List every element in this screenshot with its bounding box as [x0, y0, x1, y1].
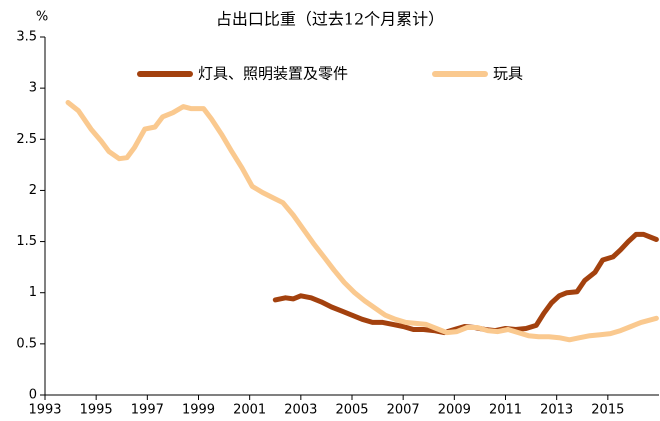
x-tick-label: 1997	[131, 403, 164, 418]
x-tick-label: 2003	[284, 403, 317, 418]
x-tick-label: 2011	[489, 403, 522, 418]
y-tick-label: 1	[29, 285, 37, 300]
legend-label: 玩具	[493, 65, 523, 83]
chart-title: 占出口比重（过去12个月累计）	[216, 10, 444, 29]
y-tick-label: 1.5	[16, 234, 37, 249]
x-tick-label: 2009	[438, 403, 471, 418]
series-line	[65, 100, 659, 343]
legend-label: 灯具、照明装置及零件	[198, 65, 348, 83]
x-tick-label: 2013	[540, 403, 573, 418]
y-tick-label: 3.5	[16, 30, 37, 45]
x-tick-label: 2015	[591, 403, 624, 418]
x-tick-label: 2007	[387, 403, 420, 418]
x-tick-label: 2001	[233, 403, 266, 418]
y-tick-label: 2.5	[16, 132, 37, 147]
y-tick-label: 0	[29, 388, 37, 403]
y-tick-label: 2	[29, 183, 37, 198]
series-line	[272, 231, 659, 336]
y-tick-label: 3	[29, 81, 37, 96]
x-tick-label: 1993	[28, 403, 61, 418]
x-tick-label: 1999	[182, 403, 215, 418]
x-tick-label: 2005	[335, 403, 368, 418]
y-tick-label: 0.5	[16, 336, 37, 351]
y-axis-unit: %	[36, 10, 48, 25]
x-tick-label: 1995	[80, 403, 113, 418]
